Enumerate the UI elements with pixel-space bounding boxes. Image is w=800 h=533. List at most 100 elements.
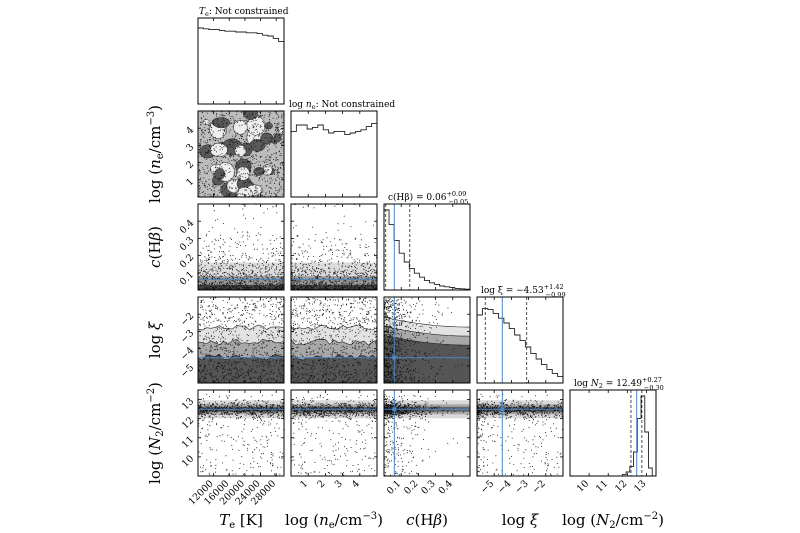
truth-marker xyxy=(392,355,397,360)
scatter-points xyxy=(198,204,284,290)
axis-label-log_ne: log (ne/cm−3) xyxy=(146,105,166,203)
x-tick-label: 0.4 xyxy=(436,478,454,496)
density-panel xyxy=(290,296,378,384)
y-tick-label: −2 xyxy=(179,311,197,329)
x-tick-label: 10 xyxy=(575,478,591,494)
scatter-points xyxy=(291,204,377,290)
histogram-panel: log N2 = 12.49+0.27 −0.30 xyxy=(569,376,664,477)
axis-label-log_xi: log ξ xyxy=(146,321,164,358)
x-tick-label: −3 xyxy=(513,478,531,496)
y-tick-label: 3 xyxy=(184,142,196,154)
panel-frame xyxy=(197,110,285,198)
y-tick-label: 0.3 xyxy=(178,235,196,253)
density-panel xyxy=(290,203,378,291)
scatter-points xyxy=(198,297,284,383)
density-panel xyxy=(290,389,378,477)
x-tick-label: 0.3 xyxy=(419,478,437,496)
panel-frame xyxy=(290,110,378,198)
density-panel xyxy=(197,389,285,477)
panel-title: c(Hβ) = 0.06+0.09 −0.05 xyxy=(388,190,468,206)
density-blob xyxy=(234,144,247,157)
axis-label-log_N2: log (N2/cm−2) xyxy=(146,382,166,484)
x-tick-label: 12 xyxy=(613,478,629,494)
y-tick-label: 1 xyxy=(184,176,196,188)
panel-frame xyxy=(197,17,285,105)
scatter-points xyxy=(477,393,563,476)
x-tick-label: 2 xyxy=(315,478,327,490)
scatter-points xyxy=(384,394,470,476)
axis-label-log_N2: log (N2/cm−2) xyxy=(562,511,664,531)
density-blob xyxy=(273,133,282,143)
y-tick-label: 10 xyxy=(180,453,196,469)
corner-panels: Te: Not constrained log ne: Not constrain… xyxy=(197,7,664,477)
panel-frame xyxy=(197,389,285,477)
axis-label-log_ne: log (ne/cm−3) xyxy=(285,511,383,531)
density-panel xyxy=(383,296,471,384)
truth-marker xyxy=(392,407,397,412)
y-tick-label: 12 xyxy=(180,415,196,431)
y-tick-label: −3 xyxy=(179,328,197,346)
density-blob xyxy=(264,122,273,130)
x-tick-label: 11 xyxy=(594,478,610,494)
y-tick-label: −4 xyxy=(179,345,197,363)
density-blob xyxy=(214,168,226,180)
density-panel xyxy=(476,389,564,477)
panel-frame xyxy=(476,389,564,477)
scatter-points xyxy=(198,393,284,476)
x-tick-label: −5 xyxy=(479,478,497,496)
y-tick-label: 2 xyxy=(184,159,196,171)
x-tick-label: −2 xyxy=(530,478,548,496)
y-tick-label: −5 xyxy=(179,362,197,380)
density-panel xyxy=(197,296,285,384)
density-blob xyxy=(210,142,228,158)
y-tick-label: 0.4 xyxy=(178,218,196,236)
density-panel xyxy=(197,203,285,291)
histogram-step xyxy=(197,27,285,104)
density-blob xyxy=(212,117,231,129)
y-tick-label: 0.1 xyxy=(178,269,196,287)
histogram-panel: c(Hβ) = 0.06+0.09 −0.05 xyxy=(383,190,471,291)
axis-label-cHbeta: c(Hβ) xyxy=(146,226,164,268)
panel-frame xyxy=(290,203,378,291)
panel-frame xyxy=(383,203,471,291)
density-blob xyxy=(223,139,234,148)
y-tick-label: 13 xyxy=(180,396,196,412)
panel-frame xyxy=(569,389,657,477)
density-panel xyxy=(197,110,285,198)
histogram-step xyxy=(290,122,378,197)
panel-frame xyxy=(383,296,471,384)
scatter-points xyxy=(291,394,377,476)
scatter-points xyxy=(291,297,377,383)
panel-title: Te: Not constrained xyxy=(199,7,289,18)
panel-title: log ne: Not constrained xyxy=(289,100,395,111)
histogram-panel: Te: Not constrained xyxy=(197,7,289,105)
histogram-step xyxy=(570,395,656,477)
histogram-step xyxy=(476,308,564,383)
density-blob xyxy=(236,166,251,181)
density-blob xyxy=(233,120,248,135)
density-band xyxy=(198,284,284,290)
x-tick-label: −4 xyxy=(496,478,514,496)
histogram-panel: log ne: Not constrained xyxy=(289,100,395,198)
y-tick-label: 0.2 xyxy=(178,252,196,270)
x-tick-label: 4 xyxy=(350,478,362,490)
y-tick-label: 4 xyxy=(184,125,196,137)
y-tick-label: 11 xyxy=(180,434,196,450)
x-tick-label: 1 xyxy=(298,478,310,490)
scatter-points xyxy=(384,297,470,383)
x-tick-label: 0.2 xyxy=(402,478,420,496)
x-tick-label: 0.1 xyxy=(385,478,403,496)
axis-labels: Te [K] log (ne/cm−3) c(Hβ) log ξ log (N2/cm−… xyxy=(146,105,664,531)
x-tick-label: 3 xyxy=(333,478,345,490)
panel-frame xyxy=(476,296,564,384)
panel-title: log ξ = −4.53+1.42 −0.99 xyxy=(481,283,566,299)
panel-frame xyxy=(383,389,471,477)
axis-label-Te: Te [K] xyxy=(219,511,263,531)
panel-title: log N2 = 12.49+0.27 −0.30 xyxy=(574,376,664,392)
histogram-panel: log ξ = −4.53+1.42 −0.99 xyxy=(476,283,566,384)
panel-frame xyxy=(197,203,285,291)
density-blob xyxy=(202,119,211,126)
